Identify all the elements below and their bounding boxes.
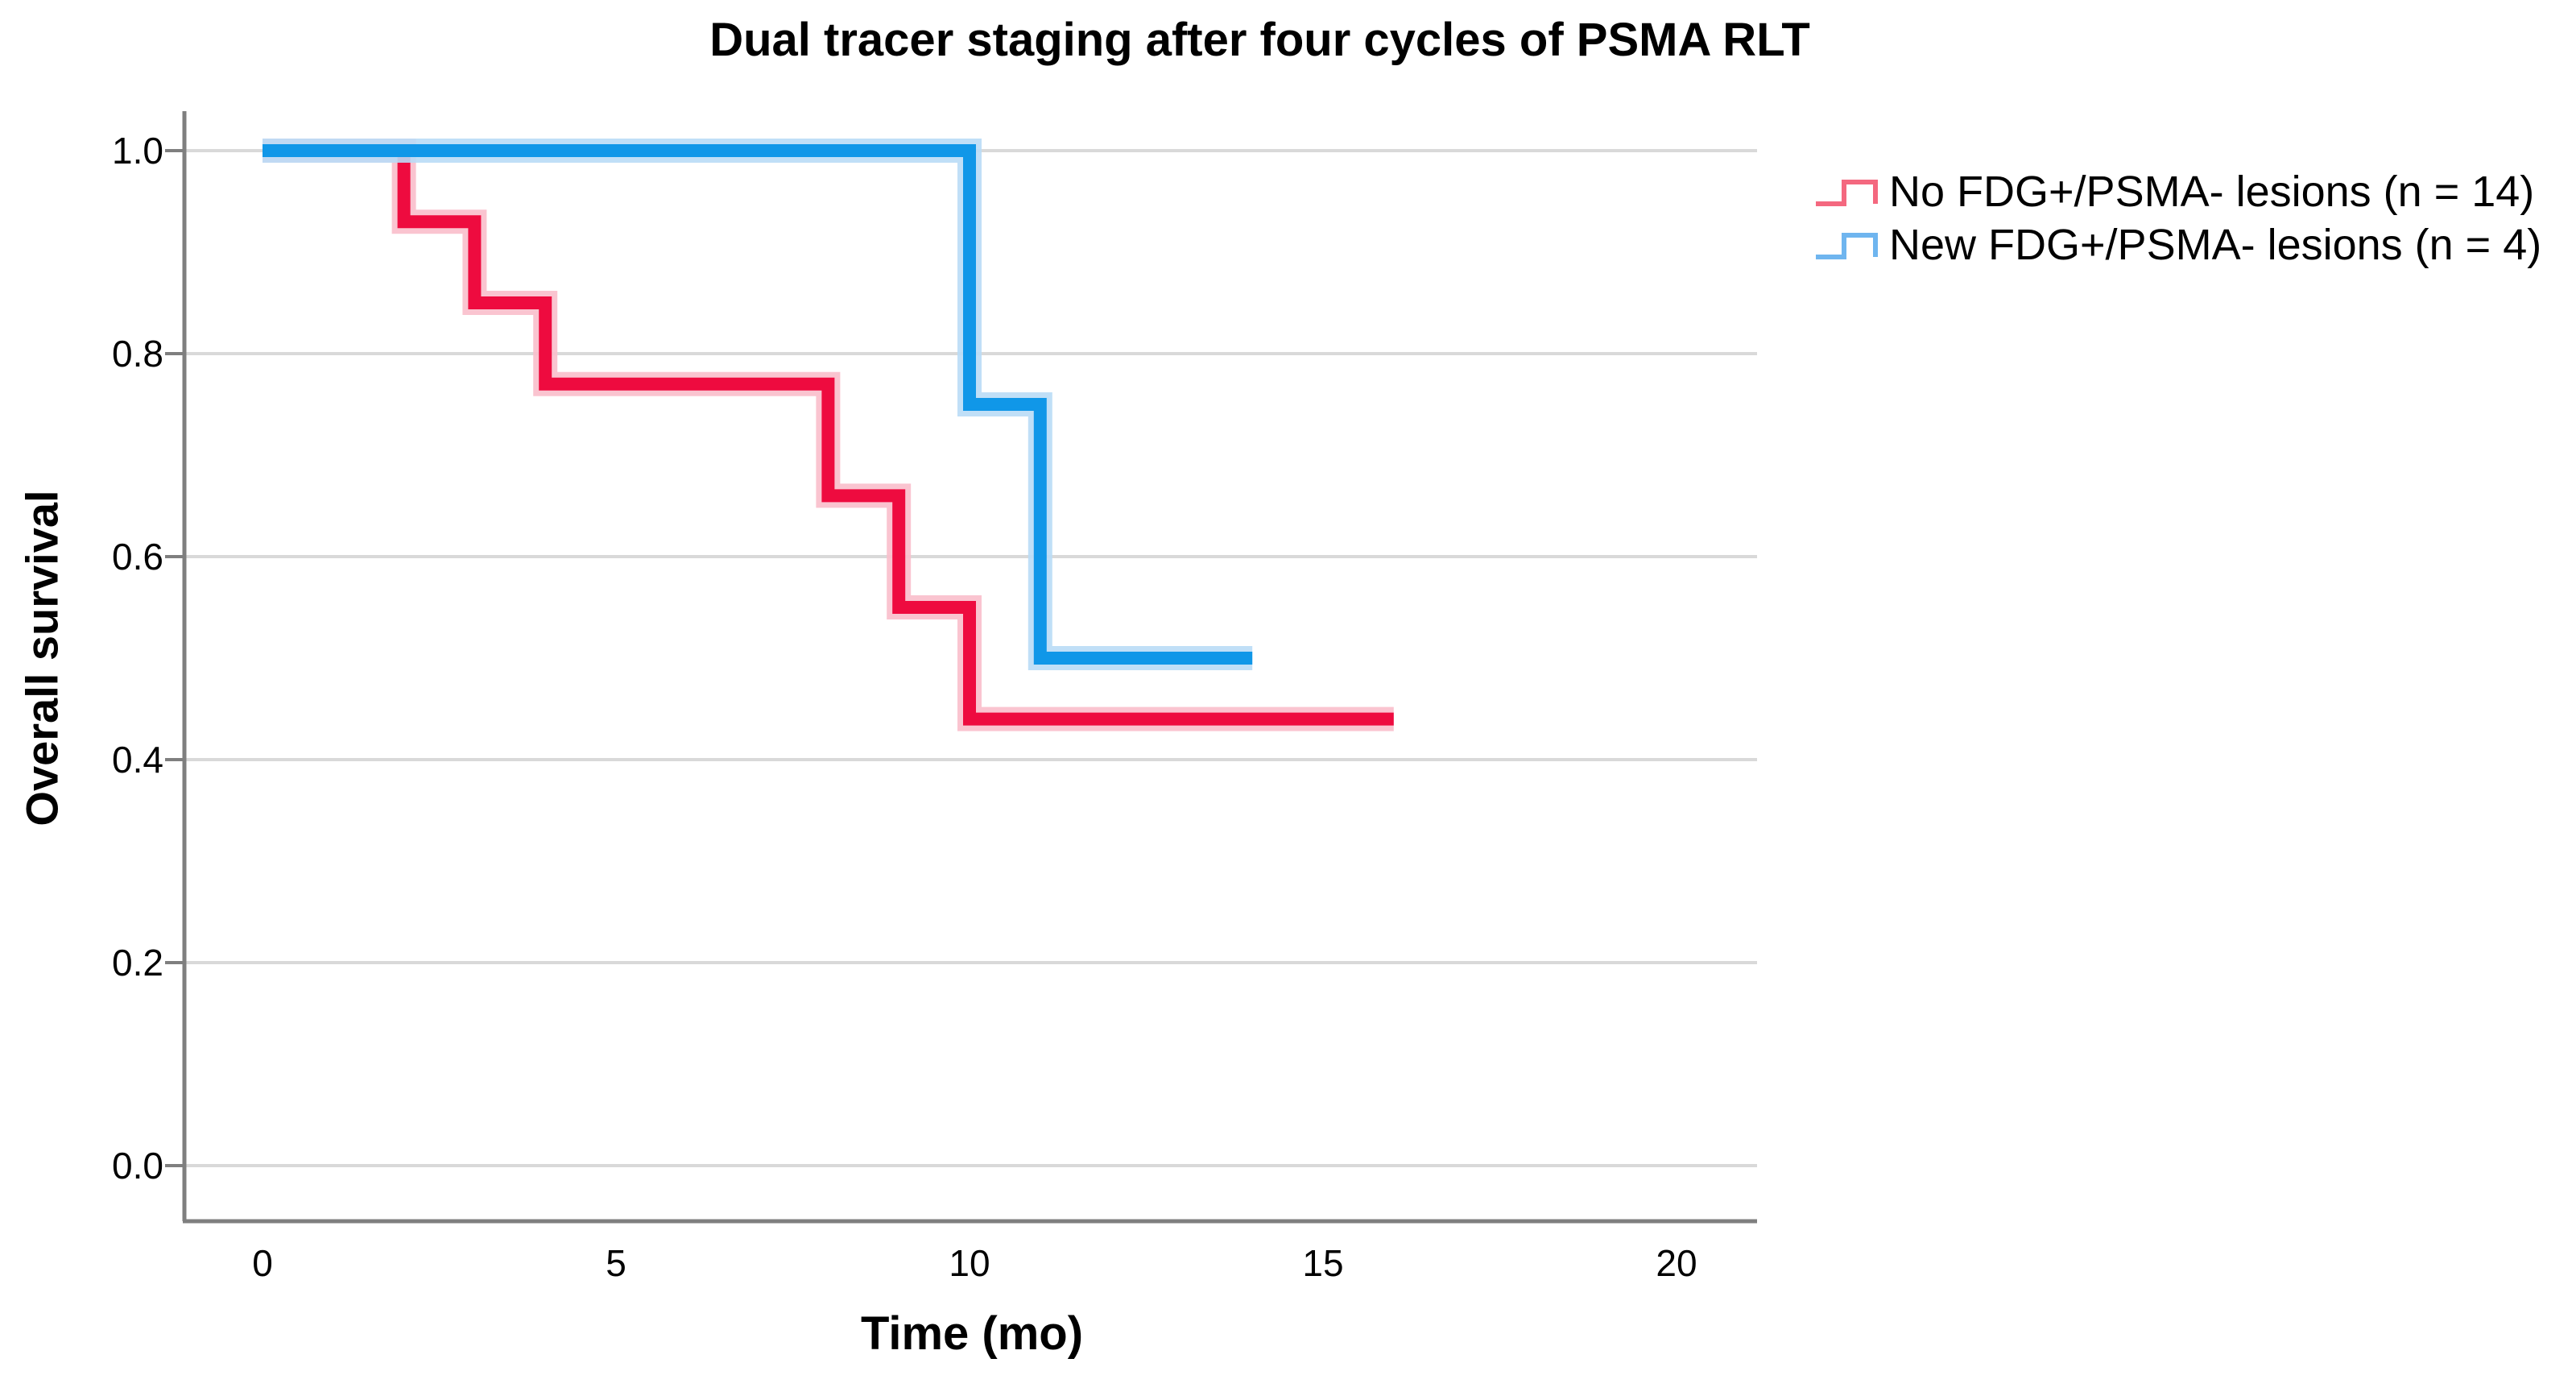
x-tick-label: 0 (252, 1242, 273, 1284)
x-tick-label: 5 (606, 1242, 626, 1284)
legend-label: New FDG+/PSMA- lesions (n = 4) (1889, 221, 2542, 269)
x-axis-title: Time (mo) (860, 1307, 1084, 1360)
step-line-icon (1816, 233, 1878, 259)
axes (165, 111, 1757, 1224)
tick-labels: 0.0 0.2 0.4 0.6 0.8 1.0 0 5 10 15 20 (112, 130, 1697, 1284)
y-tick-label: 0.8 (112, 333, 163, 375)
y-tick-label: 0.6 (112, 536, 163, 578)
legend: No FDG+/PSMA- lesions (n = 14) New FDG+/… (1813, 165, 2541, 271)
legend-label: No FDG+/PSMA- lesions (n = 14) (1889, 168, 2535, 216)
x-tick-label: 10 (949, 1242, 990, 1284)
survival-curve-1 (263, 144, 1253, 665)
chart-title: Dual tracer staging after four cycles of… (709, 14, 1810, 66)
x-tick-label: 15 (1302, 1242, 1343, 1284)
y-tick-label: 0.4 (112, 739, 163, 781)
y-tick-label: 0.0 (112, 1145, 163, 1187)
step-line-icon (1816, 180, 1878, 206)
legend-item: New FDG+/PSMA- lesions (n = 4) (1813, 218, 2541, 271)
survival-curve-0 (263, 144, 1394, 726)
legend-item: No FDG+/PSMA- lesions (n = 14) (1813, 165, 2541, 218)
x-tick-label: 20 (1656, 1242, 1697, 1284)
y-tick-label: 1.0 (112, 130, 163, 172)
y-tick-label: 0.2 (112, 942, 163, 984)
survival-curves (263, 139, 1394, 731)
